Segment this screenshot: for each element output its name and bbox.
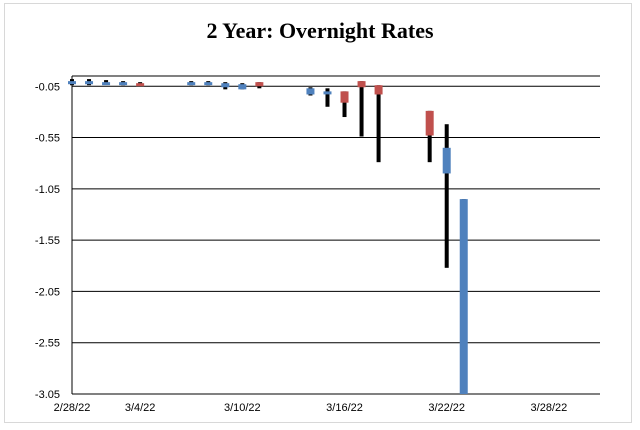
x-tick-label: 2/28/22 <box>54 402 91 414</box>
candle-wick <box>359 81 364 137</box>
candle-body <box>221 83 230 88</box>
y-tick-label: -1.05 <box>35 184 60 196</box>
candle-body <box>68 81 76 85</box>
candle-body <box>119 82 128 86</box>
y-tick-label: -2.55 <box>35 338 60 350</box>
candle-body <box>187 82 196 86</box>
candle-body <box>85 81 94 85</box>
x-tick-label: 3/4/22 <box>125 402 156 414</box>
chart-frame <box>4 3 632 423</box>
x-tick-label: 3/10/22 <box>224 402 261 414</box>
candle-wick <box>444 124 449 268</box>
candle-wick <box>376 85 381 163</box>
y-tick-label: -3.05 <box>35 389 60 401</box>
candle-body <box>204 82 213 86</box>
y-tick-label: -2.05 <box>35 286 60 298</box>
candle-body <box>255 82 264 87</box>
y-tick-label: -0.55 <box>35 133 60 145</box>
candle-wick <box>427 110 432 163</box>
candle-body <box>323 91 332 95</box>
y-tick-label: -1.55 <box>35 235 60 247</box>
x-tick-label: 3/22/22 <box>428 402 465 414</box>
candle-body <box>238 84 247 90</box>
candle-body <box>102 82 111 86</box>
y-tick-label: -0.05 <box>35 81 60 93</box>
x-tick-label: 3/28/22 <box>531 402 568 414</box>
candle-body <box>306 88 315 95</box>
chart-title: 2 Year: Overnight Rates <box>206 18 434 43</box>
candle-body <box>442 147 451 174</box>
candle-body <box>374 85 383 95</box>
candle-body <box>459 199 468 394</box>
x-tick-label: 3/16/22 <box>326 402 363 414</box>
candle-body <box>357 81 366 88</box>
candle-wick <box>325 88 330 107</box>
candle-body <box>425 110 434 136</box>
candle-wick <box>342 91 347 118</box>
candle-body <box>340 91 349 103</box>
candle-body <box>136 83 145 87</box>
